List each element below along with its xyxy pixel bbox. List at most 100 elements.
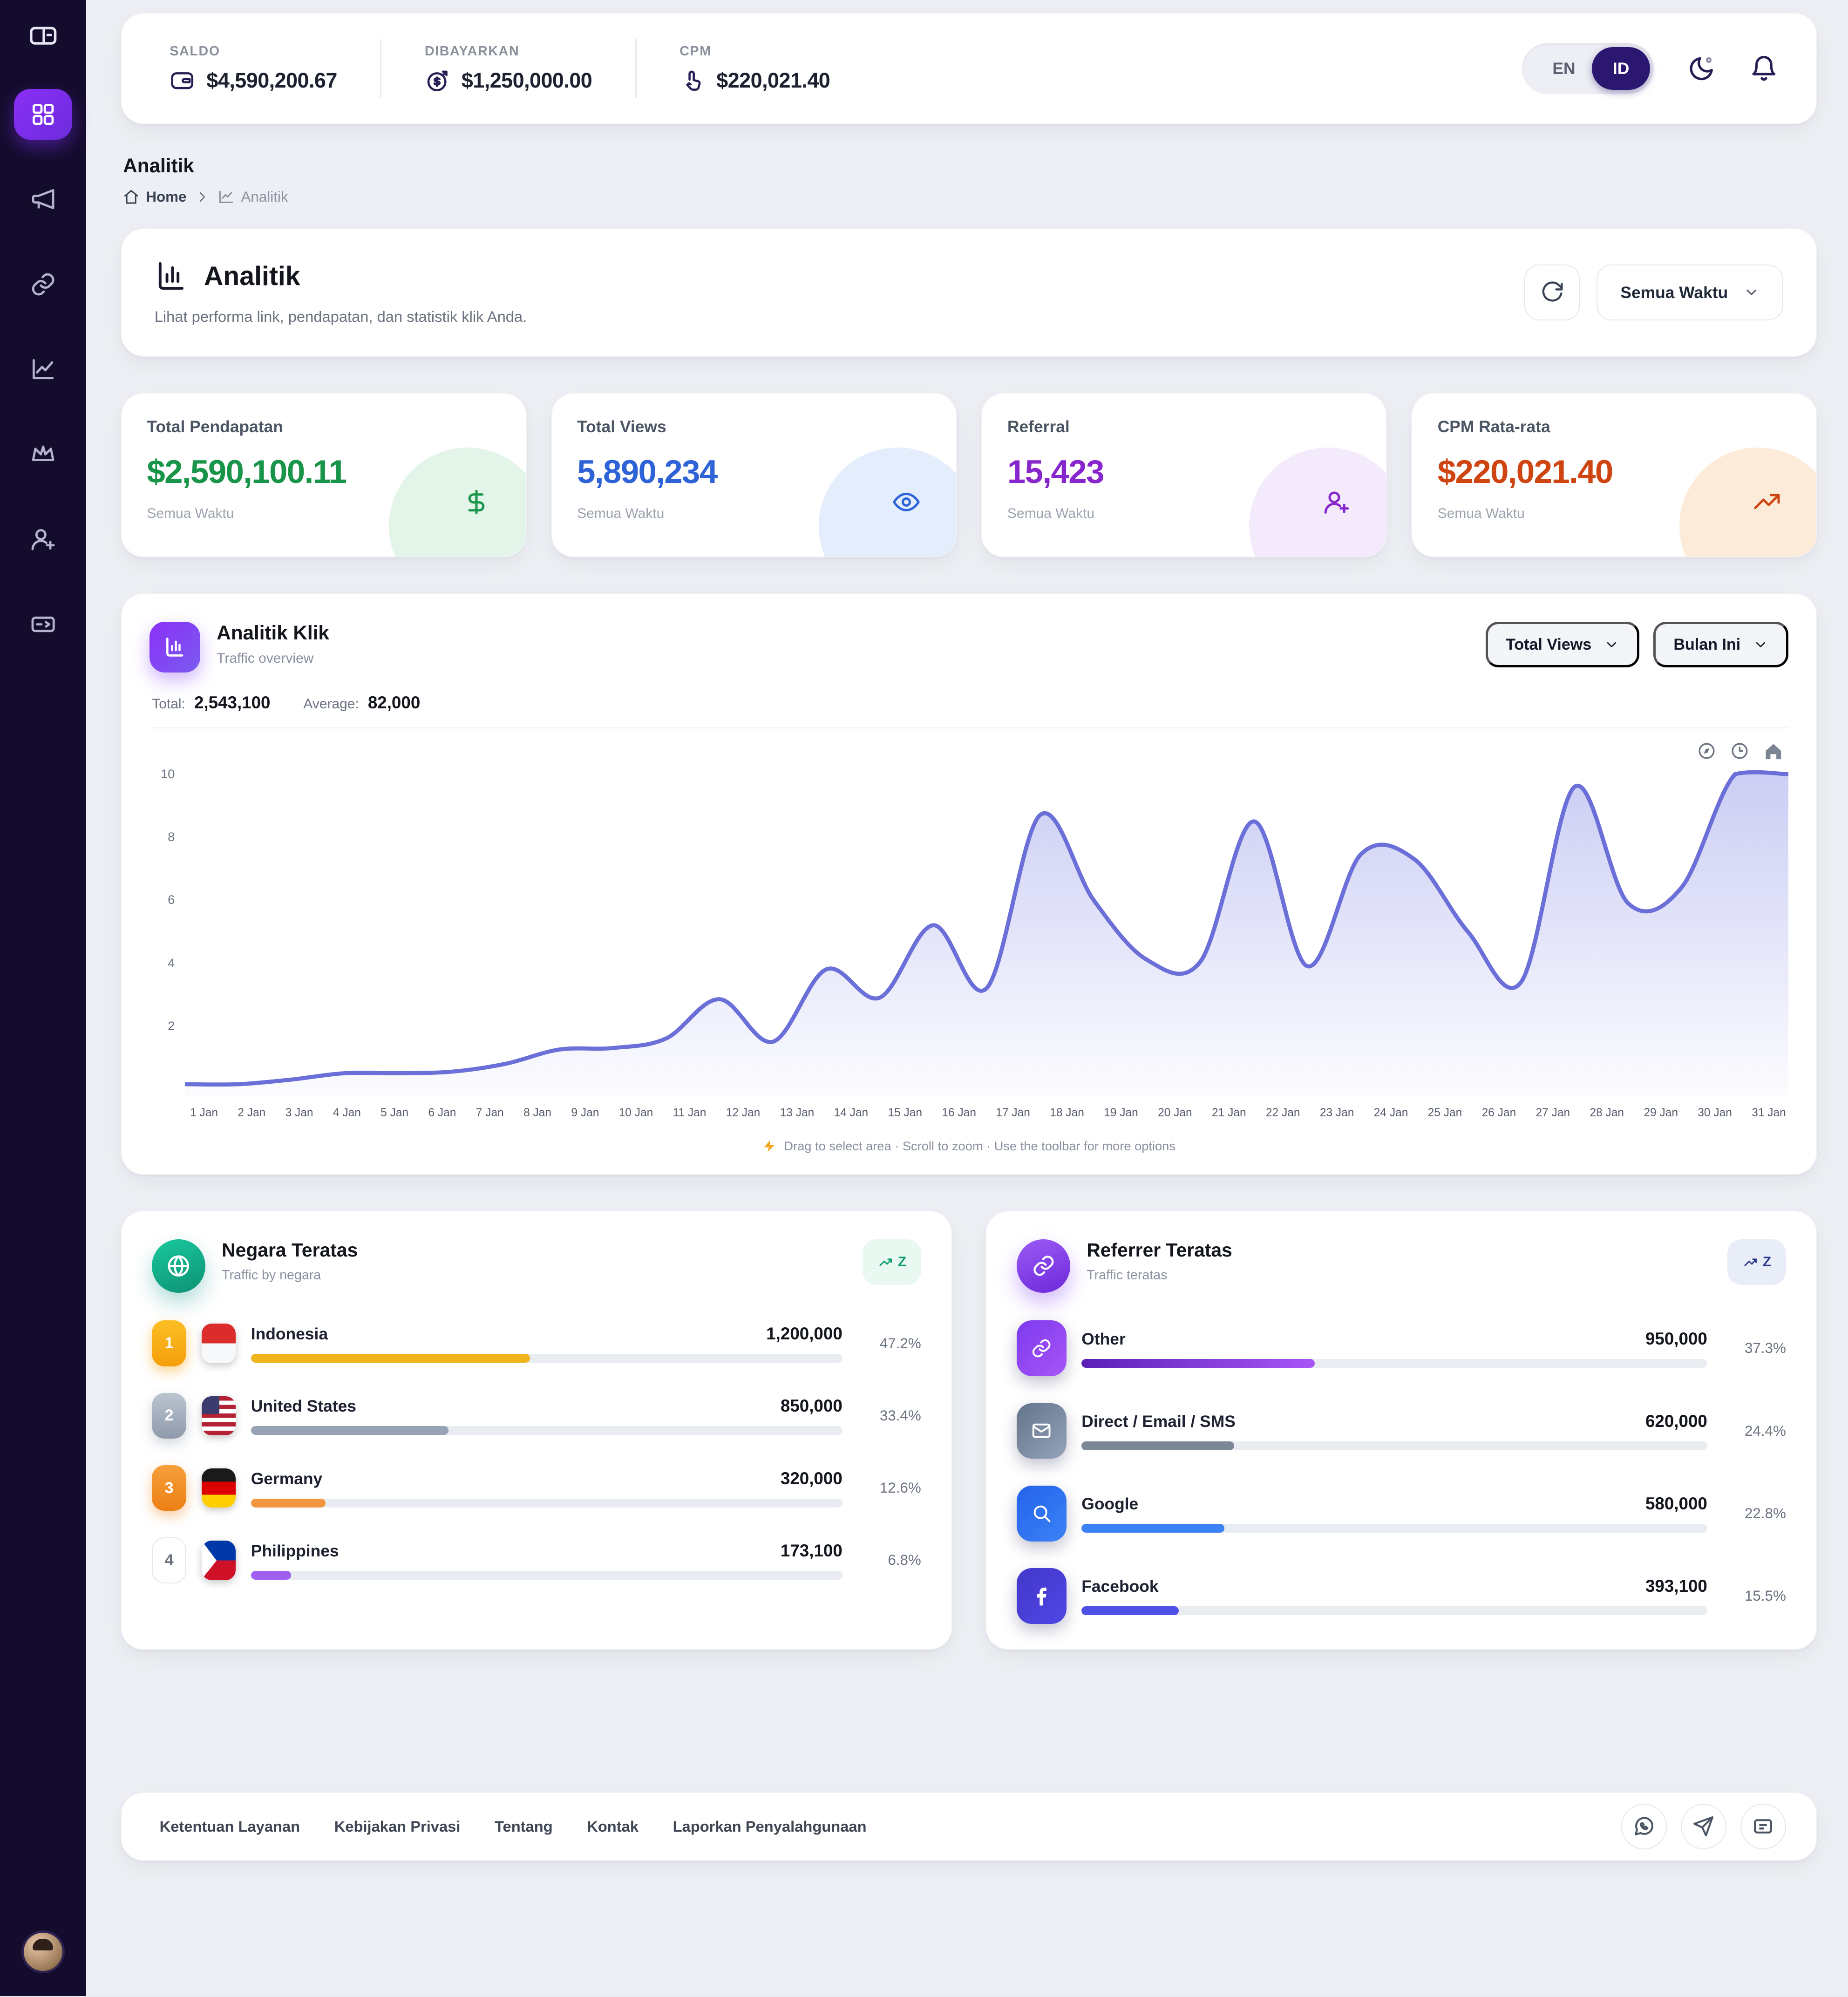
x-tick: 4 Jan xyxy=(333,1107,361,1120)
footer-link[interactable]: Ketentuan Layanan xyxy=(159,1817,300,1835)
telegram-icon[interactable] xyxy=(1680,1803,1726,1849)
countries-title: Negara Teratas xyxy=(222,1239,358,1261)
sidebar-item-link[interactable] xyxy=(14,259,72,310)
country-percent: 33.4% xyxy=(879,1407,921,1424)
sort-badge[interactable]: Z xyxy=(863,1239,921,1285)
country-name: Germany xyxy=(251,1469,323,1488)
x-tick: 23 Jan xyxy=(1319,1107,1354,1120)
x-tick: 8 Jan xyxy=(523,1107,552,1120)
country-value: 173,100 xyxy=(780,1541,842,1561)
refresh-icon xyxy=(1540,280,1564,305)
balance-label: SALDO xyxy=(170,43,220,59)
paid-value: $1,250,000.00 xyxy=(461,68,592,93)
y-tick: 6 xyxy=(168,892,175,907)
stat-card-referral: Referral 15,423 Semua Waktu xyxy=(981,392,1387,557)
x-tick: 20 Jan xyxy=(1158,1107,1192,1120)
country-value: 1,200,000 xyxy=(766,1324,842,1344)
stat-value: 15,423 xyxy=(1007,453,1105,490)
traffic-area-chart[interactable]: 10 8 6 4 2 xyxy=(149,767,1789,1097)
x-tick: 15 Jan xyxy=(888,1107,923,1120)
divider xyxy=(380,39,382,98)
language-en[interactable]: EN xyxy=(1552,59,1576,78)
top-countries-card: Negara Teratas Traffic by negara Z 1 Indo… xyxy=(120,1210,953,1651)
refresh-button[interactable] xyxy=(1524,265,1580,321)
sidebar-item-megaphone[interactable] xyxy=(14,174,72,224)
x-tick: 3 Jan xyxy=(285,1107,313,1120)
user-avatar[interactable] xyxy=(21,1930,65,1974)
footer-link[interactable]: Kontak xyxy=(587,1817,639,1835)
chevron-down-icon xyxy=(1604,637,1619,652)
language-id-selected[interactable]: ID xyxy=(1591,47,1651,90)
app-logo-wallet-icon[interactable] xyxy=(28,20,58,51)
total-value: 2,543,100 xyxy=(194,693,271,712)
x-tick: 5 Jan xyxy=(380,1107,409,1120)
x-tick: 13 Jan xyxy=(780,1107,815,1120)
sidebar-item-payout-card[interactable] xyxy=(14,599,72,650)
zap-icon xyxy=(762,1139,776,1153)
clock-icon[interactable] xyxy=(1730,741,1749,762)
home-icon[interactable] xyxy=(1763,741,1784,762)
country-value: 320,000 xyxy=(780,1468,842,1488)
time-filter-dropdown[interactable]: Semua Waktu xyxy=(1597,265,1784,321)
y-tick: 2 xyxy=(168,1018,175,1033)
sidebar-item-crown[interactable] xyxy=(14,429,72,480)
user-plus-icon xyxy=(1323,488,1351,516)
breadcrumb-home-link[interactable]: Home xyxy=(123,189,186,205)
coin-dollar-icon xyxy=(425,68,450,94)
referrer-row: Facebook 393,100 15.5% xyxy=(1017,1568,1786,1624)
card-icon[interactable] xyxy=(1740,1803,1786,1849)
total-label: Total: xyxy=(152,696,185,712)
footer-link[interactable]: Laporkan Penyalahgunaan xyxy=(673,1817,867,1835)
country-name: Philippines xyxy=(251,1542,339,1561)
sidebar xyxy=(0,0,87,1997)
trend-sort-icon xyxy=(877,1254,894,1270)
referrer-name: Facebook xyxy=(1081,1577,1159,1596)
bar-chart-tile-icon xyxy=(149,622,200,673)
analytics-subtitle: Lihat performa link, pendapatan, dan sta… xyxy=(154,307,527,325)
search-icon xyxy=(1017,1485,1067,1542)
compass-icon[interactable] xyxy=(1697,741,1716,762)
x-tick: 31 Jan xyxy=(1752,1107,1786,1120)
metric-dropdown[interactable]: Total Views xyxy=(1485,622,1640,668)
dark-mode-moon-icon[interactable] xyxy=(1687,54,1716,83)
x-tick: 12 Jan xyxy=(726,1107,761,1120)
period-dropdown[interactable]: Bulan Ini xyxy=(1653,622,1789,668)
referrer-percent: 15.5% xyxy=(1744,1587,1786,1604)
x-tick: 28 Jan xyxy=(1590,1107,1624,1120)
top-referrers-card: Referrer Teratas Traffic teratas Z Other… xyxy=(985,1210,1818,1651)
sidebar-item-user-plus[interactable] xyxy=(14,514,72,565)
cpm-label: CPM xyxy=(679,43,712,59)
flag-us-icon xyxy=(201,1396,236,1436)
country-value: 850,000 xyxy=(780,1396,842,1416)
stat-card-cpm: CPM Rata-rata $220,021.40 Semua Waktu xyxy=(1411,392,1818,557)
progress-fill xyxy=(251,1498,326,1508)
country-row: 2 United States 850,000 33.4% xyxy=(152,1392,921,1439)
referrers-subtitle: Traffic teratas xyxy=(1087,1267,1168,1283)
x-tick: 29 Jan xyxy=(1644,1107,1678,1120)
x-tick: 2 Jan xyxy=(238,1107,266,1120)
whatsapp-icon[interactable] xyxy=(1621,1803,1667,1849)
x-tick: 6 Jan xyxy=(428,1107,456,1120)
footer-link[interactable]: Tentang xyxy=(494,1817,553,1835)
eye-icon xyxy=(892,488,920,516)
chart-subtitle: Traffic overview xyxy=(217,650,314,666)
flag-id-icon xyxy=(201,1324,236,1363)
sidebar-item-dashboard-grid[interactable] xyxy=(14,88,73,140)
progress-fill xyxy=(251,1426,448,1435)
sort-badge[interactable]: Z xyxy=(1727,1239,1786,1285)
x-tick: 14 Jan xyxy=(834,1107,869,1120)
footer-link[interactable]: Kebijakan Privasi xyxy=(334,1817,461,1835)
cpm-value: $220,021.40 xyxy=(716,68,830,93)
country-name: Indonesia xyxy=(251,1325,328,1344)
country-row: 4 Philippines 173,100 6.8% xyxy=(152,1537,921,1583)
chart-title: Analitik Klik xyxy=(217,622,329,644)
notifications-bell-icon[interactable] xyxy=(1749,54,1779,83)
progress-fill xyxy=(1081,1606,1179,1616)
sidebar-item-chart-line[interactable] xyxy=(14,344,72,394)
country-percent: 47.2% xyxy=(879,1335,921,1352)
footer-social xyxy=(1621,1803,1796,1849)
stats-row: Total Pendapatan $2,590,100.11 Semua Wak… xyxy=(120,392,1818,557)
progress-track xyxy=(1081,1524,1707,1533)
chart-toolbar xyxy=(149,739,1788,767)
language-toggle[interactable]: EN ID xyxy=(1522,43,1654,94)
